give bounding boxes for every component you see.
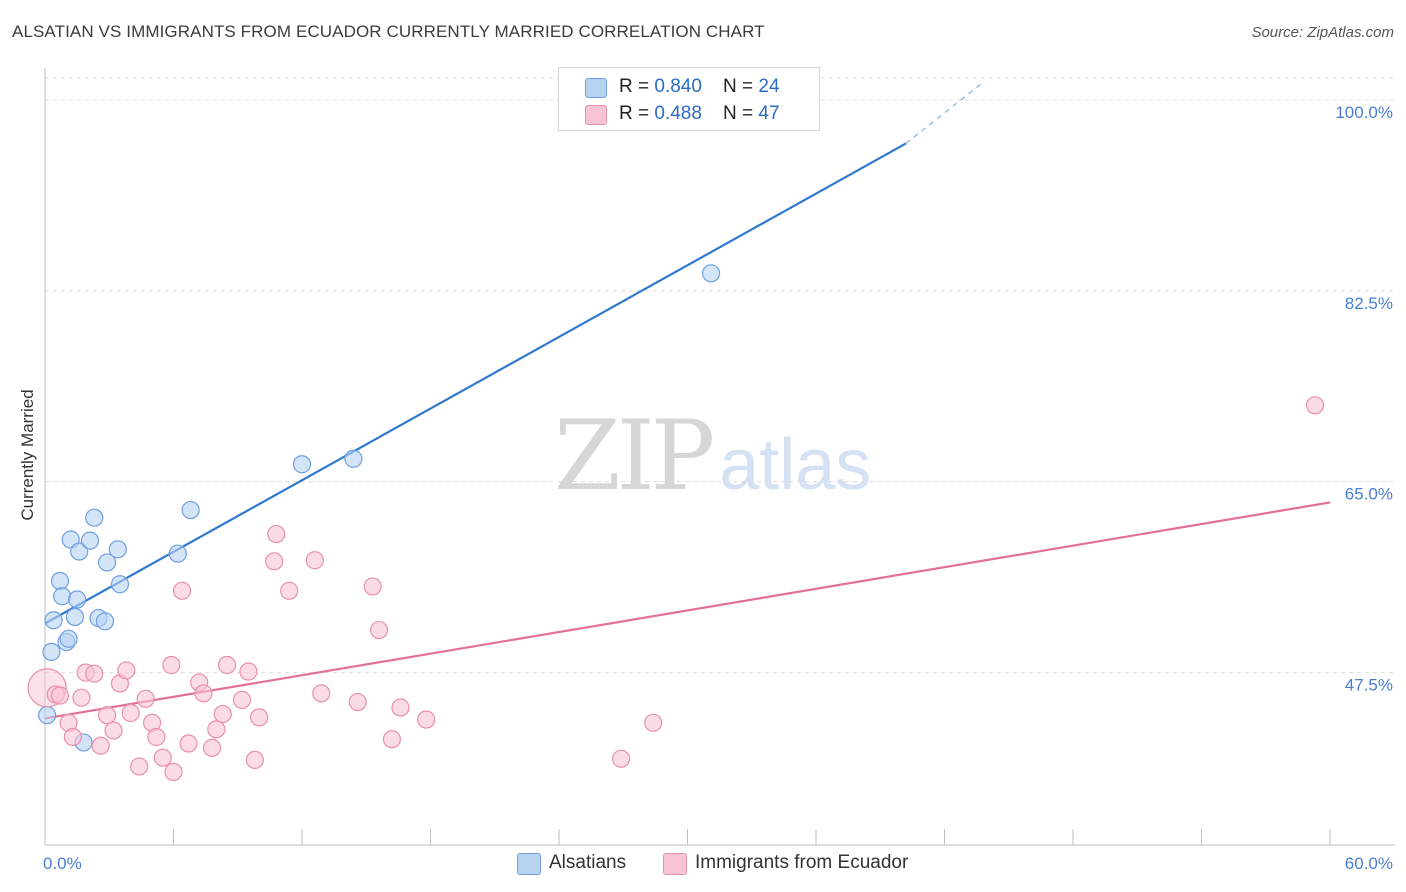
y-tick-label-2: 82.5% [1345, 294, 1393, 313]
watermark-atlas: atlas [719, 425, 872, 505]
tick-labels: 47.5% 65.0% 82.5% 100.0% 0.0% 60.0% [43, 103, 1393, 873]
y-tick-label-0: 47.5% [1345, 676, 1393, 695]
point-ecuador-35 [280, 581, 299, 600]
point-alsatians-0 [38, 706, 57, 725]
point-alsatians-19 [168, 544, 187, 563]
legend-r-value-ecuador: 0.488 [654, 103, 702, 124]
legend-swatch-alsatians [517, 853, 541, 875]
legend-n-value-ecuador: 47 [758, 103, 780, 124]
y-tick-label-1: 65.0% [1345, 485, 1393, 504]
point-ecuador-40 [370, 620, 389, 640]
legend-swatch-alsatians [585, 78, 607, 98]
trend-lines [44, 81, 1331, 720]
point-ecuador-22 [179, 734, 198, 753]
axes [44, 68, 1395, 846]
watermark: ZIP atlas [554, 400, 871, 512]
point-ecuador-5 [72, 688, 91, 707]
y-tick-label-3: 100.0% [1335, 103, 1393, 122]
trend-line-1 [44, 501, 1331, 720]
point-ecuador-41 [382, 730, 402, 749]
source-label: Source: ZipAtlas.com [1251, 24, 1394, 41]
point-ecuador-45 [644, 713, 663, 732]
legend-r-label: R = [619, 76, 655, 97]
correlation-legend: R = 0.840 N = 24 R = 0.488 N = 47 [558, 67, 820, 131]
legend-n-label: N = [723, 76, 759, 97]
point-ecuador-31 [245, 750, 264, 769]
point-ecuador-26 [207, 720, 226, 739]
series-legend: Alsatians Immigrants from Ecuador [0, 852, 1406, 878]
trend-line-0 [44, 142, 907, 625]
point-alsatians-6 [59, 629, 78, 648]
point-ecuador-13 [121, 703, 140, 723]
legend-r-label: R = [619, 103, 655, 124]
legend-swatch-ecuador [585, 105, 607, 125]
point-ecuador-43 [417, 710, 436, 729]
point-alsatians-3 [50, 571, 70, 591]
point-alsatians-12 [80, 531, 100, 550]
point-alsatians-20 [181, 500, 200, 520]
point-ecuador-17 [147, 727, 166, 747]
point-alsatians-17 [108, 540, 127, 559]
point-ecuador-32 [250, 708, 269, 727]
point-ecuador-33 [265, 552, 284, 571]
legend-label-ecuador: Immigrants from Ecuador [695, 852, 909, 873]
legend-r-value-alsatians: 0.840 [654, 76, 702, 97]
point-ecuador-14 [130, 757, 149, 776]
legend-swatch-ecuador [663, 853, 687, 875]
point-ecuador-12 [117, 661, 136, 680]
point-ecuador-20 [164, 762, 183, 782]
x-tick-label-0: 0.0% [43, 854, 82, 873]
chart-title: ALSATIAN VS IMMIGRANTS FROM ECUADOR CURR… [12, 22, 765, 41]
legend-label-alsatians: Alsatians [549, 852, 627, 873]
point-alsatians-10 [70, 542, 89, 561]
trend-line-extension-0 [905, 81, 984, 144]
data-points [27, 264, 1325, 782]
point-ecuador-2 [50, 686, 70, 705]
point-ecuador-39 [363, 577, 382, 596]
point-alsatians-4 [53, 587, 72, 606]
point-alsatians-8 [65, 607, 85, 627]
point-alsatians-1 [42, 642, 61, 661]
point-ecuador-4 [63, 727, 82, 747]
grid-lines [45, 77, 1395, 674]
point-alsatians-18 [110, 575, 130, 594]
legend-n-value-alsatians: 24 [758, 76, 780, 97]
legend-n-label: N = [723, 103, 759, 124]
point-alsatians-9 [68, 590, 87, 609]
point-ecuador-19 [162, 655, 181, 675]
point-ecuador-30 [239, 662, 258, 681]
point-ecuador-15 [136, 689, 155, 708]
point-ecuador-29 [232, 690, 252, 709]
point-ecuador-28 [217, 655, 237, 675]
point-ecuador-27 [213, 704, 232, 724]
point-ecuador-10 [104, 721, 123, 740]
point-alsatians-16 [98, 553, 117, 572]
point-alsatians-22 [344, 449, 363, 468]
point-ecuador-8 [91, 736, 110, 755]
watermark-zip: ZIP [554, 400, 715, 512]
point-alsatians-13 [85, 508, 104, 527]
point-ecuador-25 [202, 738, 222, 757]
point-ecuador-21 [172, 581, 192, 600]
point-ecuador-44 [612, 749, 631, 768]
point-ecuador-9 [98, 706, 117, 725]
point-alsatians-21 [292, 455, 312, 474]
x-tick-label-1: 60.0% [1345, 854, 1393, 873]
point-alsatians-15 [95, 612, 115, 631]
point-ecuador-38 [348, 692, 367, 712]
point-alsatians-23 [701, 264, 721, 283]
point-ecuador-37 [312, 684, 331, 703]
point-ecuador-34 [267, 524, 286, 544]
point-ecuador-24 [194, 684, 213, 703]
point-alsatians-2 [44, 611, 63, 630]
point-ecuador-18 [153, 748, 172, 767]
point-ecuador-42 [391, 698, 410, 717]
point-ecuador-46 [1305, 396, 1325, 415]
point-ecuador-36 [305, 551, 324, 570]
point-ecuador-7 [85, 664, 104, 683]
